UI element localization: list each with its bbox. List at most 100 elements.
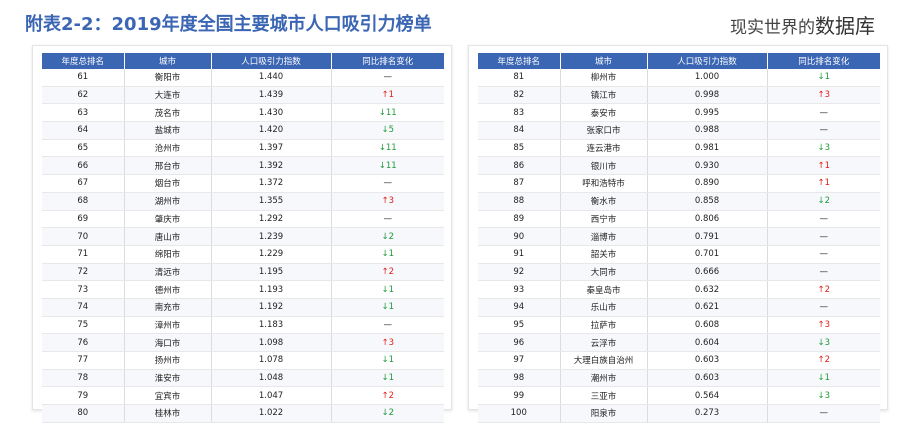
index-cell: 1.229 — [211, 245, 332, 264]
rank-cell: 76 — [42, 333, 125, 352]
change-cell: — — [767, 298, 880, 317]
rank-cell: 91 — [478, 245, 561, 264]
table-row: 79 宜宾市 1.047 ↑2 — [42, 386, 444, 406]
index-cell: 0.995 — [647, 103, 768, 123]
table-row: 73 德州市 1.193 ↓1 — [42, 280, 444, 299]
table-row: 92 大同市 0.666— — [478, 263, 880, 282]
table-row: 69 肇庆市 1.292— — [42, 210, 444, 229]
change-cell: ↓1 — [767, 69, 880, 87]
city-cell: 湖州市 — [124, 192, 212, 211]
rank-cell: 67 — [42, 174, 125, 193]
table-header-row: 年度总排名 城市 人口吸引力指数 同比排名变化 — [478, 53, 880, 69]
city-cell: 衡水市 — [560, 192, 648, 211]
change-cell: ↓1 — [331, 351, 444, 370]
index-cell: 0.890 — [647, 174, 768, 193]
index-cell: 1.355 — [211, 192, 332, 211]
city-cell: 桂林市 — [124, 404, 212, 423]
index-cell: 0.632 — [647, 280, 768, 299]
city-cell: 茂名市 — [124, 103, 212, 123]
change-cell: ↓5 — [331, 121, 444, 140]
city-cell: 大理白族自治州 — [560, 351, 648, 370]
header-rank: 年度总排名 — [478, 53, 561, 69]
change-cell: — — [767, 103, 880, 123]
city-cell: 烟台市 — [124, 174, 212, 193]
rank-cell: 93 — [478, 280, 561, 299]
table-header-row: 年度总排名 城市 人口吸引力指数 同比排名变化 — [42, 53, 444, 69]
table-row: 86 银川市 0.930 ↑1 — [478, 156, 880, 176]
change-cell: ↑1 — [767, 156, 880, 176]
rank-cell: 70 — [42, 227, 125, 246]
index-cell: 0.666 — [647, 263, 768, 282]
city-cell: 邢台市 — [124, 156, 212, 176]
index-cell: 1.392 — [211, 156, 332, 176]
index-cell: 1.439 — [211, 86, 332, 105]
rank-cell: 63 — [42, 103, 125, 123]
change-cell: ↓2 — [767, 192, 880, 211]
header-index: 人口吸引力指数 — [211, 53, 332, 69]
index-cell: 1.183 — [211, 316, 332, 335]
table-row: 68 湖州市 1.355 ↑3 — [42, 192, 444, 211]
change-cell: ↑3 — [767, 316, 880, 335]
city-cell: 淄博市 — [560, 227, 648, 246]
change-cell: — — [767, 404, 880, 423]
ranking-table-right: 年度总排名 城市 人口吸引力指数 同比排名变化 81 柳州市 1.000 ↓1 82 镇江… — [478, 53, 880, 423]
index-cell: 1.430 — [211, 103, 332, 123]
rank-cell: 99 — [478, 386, 561, 406]
city-cell: 沧州市 — [124, 139, 212, 158]
change-cell: — — [767, 263, 880, 282]
city-cell: 泰安市 — [560, 103, 648, 123]
change-cell: — — [767, 245, 880, 264]
change-cell: ↓3 — [767, 139, 880, 158]
index-cell: 1.048 — [211, 369, 332, 388]
city-cell: 镇江市 — [560, 86, 648, 105]
city-cell: 清远市 — [124, 263, 212, 282]
table-row: 78 淮安市 1.048 ↓1 — [42, 369, 444, 388]
table-row: 81 柳州市 1.000 ↓1 — [478, 69, 880, 87]
change-cell: — — [331, 316, 444, 335]
table-row: 96 云浮市 0.604 ↓3 — [478, 333, 880, 352]
change-cell: — — [331, 210, 444, 229]
index-cell: 1.193 — [211, 280, 332, 299]
table-row: 63 茂名市 1.430 ↓11 — [42, 103, 444, 123]
ranking-table-left: 年度总排名 城市 人口吸引力指数 同比排名变化 61 衡阳市 1.440—62 大连市… — [42, 53, 444, 423]
city-cell: 潮州市 — [560, 369, 648, 388]
index-cell: 0.998 — [647, 86, 768, 105]
city-cell: 西宁市 — [560, 210, 648, 229]
city-cell: 呼和浩特市 — [560, 174, 648, 193]
table-row: 89 西宁市 0.806— — [478, 210, 880, 229]
rank-cell: 64 — [42, 121, 125, 140]
table-row: 87 呼和浩特市 0.890 ↑1 — [478, 174, 880, 193]
index-cell: 0.603 — [647, 369, 768, 388]
rank-cell: 82 — [478, 86, 561, 105]
right-table-panel: 年度总排名 城市 人口吸引力指数 同比排名变化 81 柳州市 1.000 ↓1 82 镇江… — [468, 45, 888, 423]
rank-cell: 65 — [42, 139, 125, 158]
ranking-table-left-body: 61 衡阳市 1.440—62 大连市 1.439 ↑1 63 茂名市 1.430 ↓11 64 盐城… — [42, 69, 444, 423]
change-cell: ↓11 — [331, 156, 444, 176]
rank-cell: 75 — [42, 316, 125, 335]
change-cell: ↓2 — [331, 404, 444, 423]
table-row: 75 漳州市 1.183— — [42, 316, 444, 335]
rank-cell: 66 — [42, 156, 125, 176]
index-cell: 0.988 — [647, 121, 768, 140]
rank-cell: 98 — [478, 369, 561, 388]
city-cell: 宜宾市 — [124, 386, 212, 406]
rank-cell: 95 — [478, 316, 561, 335]
index-cell: 1.192 — [211, 298, 332, 317]
table-row: 91 韶关市 0.701— — [478, 245, 880, 264]
change-cell: ↓11 — [331, 139, 444, 158]
index-cell: 0.564 — [647, 386, 768, 406]
city-cell: 乐山市 — [560, 298, 648, 317]
index-cell: 1.078 — [211, 351, 332, 370]
change-cell: — — [331, 69, 444, 87]
change-cell: — — [331, 174, 444, 193]
change-cell: ↑1 — [767, 174, 880, 193]
table-row: 80 桂林市 1.022 ↓2 — [42, 404, 444, 423]
change-cell: ↑1 — [331, 86, 444, 105]
city-cell: 云浮市 — [560, 333, 648, 352]
index-cell: 1.292 — [211, 210, 332, 229]
rank-cell: 72 — [42, 263, 125, 282]
index-cell: 0.791 — [647, 227, 768, 246]
table-row: 71 绵阳市 1.229 ↓1 — [42, 245, 444, 264]
change-cell: ↑2 — [767, 280, 880, 299]
rank-cell: 85 — [478, 139, 561, 158]
